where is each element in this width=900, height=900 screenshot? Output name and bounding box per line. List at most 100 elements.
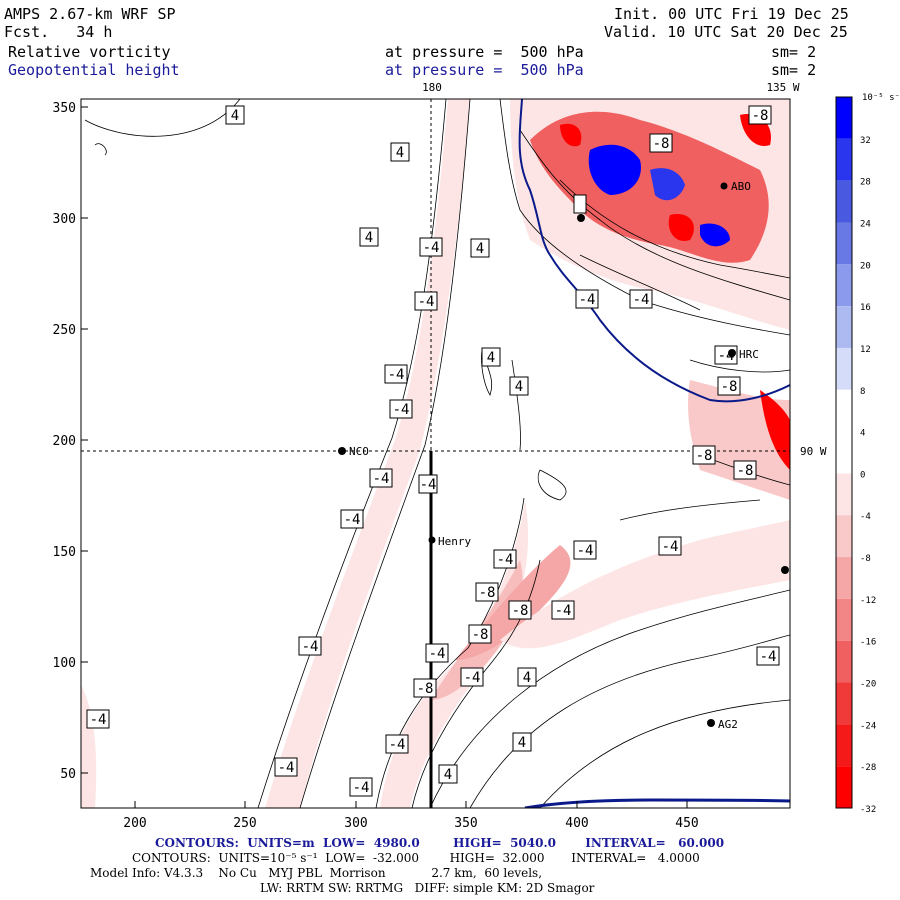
colorbar: 32 28 24 20 16 12 8 4 0 -4 -8 -12 -16 -20 -24 -28 -32 xyxy=(835,96,876,815)
colorbar-label: 0 xyxy=(860,470,865,480)
footer-vorticity-contours: CONTOURS: UNITS=10⁻⁵ s⁻¹ LOW= -32.000 HI… xyxy=(132,851,700,865)
svg-text:4: 4 xyxy=(476,241,484,257)
svg-text:-4: -4 xyxy=(579,292,596,308)
colorbar-label: -8 xyxy=(860,554,871,564)
svg-text:-8: -8 xyxy=(653,136,670,152)
contour-label: -8 xyxy=(692,445,716,465)
contour-label: -4 xyxy=(419,237,443,257)
colorbar-label: 12 xyxy=(860,345,871,355)
svg-text:-4: -4 xyxy=(555,603,572,619)
contour-label: 4 xyxy=(517,667,537,687)
svg-text:-4: -4 xyxy=(662,539,679,555)
svg-text:-4: -4 xyxy=(393,402,410,418)
contour-label: -8 xyxy=(468,624,492,644)
colorbar-label: 32 xyxy=(860,136,871,146)
x-axis-labels: 200 250 300 350 400 450 xyxy=(123,816,698,831)
contour-label: -4 xyxy=(658,536,682,556)
contour-label: -8 xyxy=(748,105,772,125)
colorbar-label: -28 xyxy=(860,763,876,773)
contour-label: 4 xyxy=(470,238,490,258)
svg-text:-4: -4 xyxy=(302,639,319,655)
colorbar-segment xyxy=(836,473,852,516)
contour-label: -4 xyxy=(340,509,364,529)
colorbar-segment xyxy=(836,598,852,641)
svg-text:Henry: Henry xyxy=(438,535,471,548)
svg-text:-8: -8 xyxy=(472,627,489,643)
colorbar-segment xyxy=(836,347,852,390)
contour-label: -4 xyxy=(349,777,373,797)
contour-label: 4 xyxy=(390,142,410,162)
colorbar-label: -32 xyxy=(860,805,876,815)
colorbar-label: 4 xyxy=(860,429,865,439)
contour-labels: 4 4 4 -4 4 -4 -4 -4 -4 -4 -4 -4 -4 -4 -8… xyxy=(86,105,780,797)
contour-label: -4 xyxy=(414,291,438,311)
x-tick-label: 400 xyxy=(565,816,588,831)
intense-vorticity-cluster xyxy=(530,111,790,470)
x-tick-label: 250 xyxy=(233,816,256,831)
station-henry: Henry xyxy=(428,535,471,548)
colorbar-segment xyxy=(836,180,852,223)
y-tick-label: 200 xyxy=(53,434,76,449)
svg-text:-4: -4 xyxy=(633,292,650,308)
colorbar-segment xyxy=(836,724,852,767)
contour-label: -4 xyxy=(418,474,438,494)
contour-label: 4 xyxy=(438,764,458,784)
contour-label: -8 xyxy=(413,678,437,698)
x-tick-label: 200 xyxy=(123,816,146,831)
contour-label: -8 xyxy=(717,376,741,396)
svg-text:-4: -4 xyxy=(373,471,390,487)
x-tick-label: 300 xyxy=(344,816,367,831)
footer-physics: LW: RRTM SW: RRTMG DIFF: simple KM: 2D S… xyxy=(260,881,595,895)
station-ag2: AG2 xyxy=(707,718,738,731)
svg-text:4: 4 xyxy=(518,735,526,751)
colorbar-unit: 10⁻⁵ s⁻¹ xyxy=(862,93,900,103)
colorbar-label: 8 xyxy=(860,387,865,397)
contour-label: -4 xyxy=(425,643,449,663)
svg-text:HRC: HRC xyxy=(739,348,759,361)
x-tick-label: 450 xyxy=(675,816,698,831)
colorbar-segment xyxy=(836,222,852,265)
station-marker xyxy=(781,566,789,574)
forecast-hour: Fcst. 34 h xyxy=(4,23,113,41)
svg-text:-8: -8 xyxy=(479,585,496,601)
contour-label: 4 xyxy=(481,347,501,367)
contour-label: -8 xyxy=(733,460,757,480)
contour-label: -4 xyxy=(460,667,484,687)
svg-text:-8: -8 xyxy=(752,108,769,124)
contour-label xyxy=(573,194,587,214)
y-tick-label: 300 xyxy=(53,212,76,227)
contour-label: -4 xyxy=(551,600,575,620)
field-vorticity: Relative vorticity xyxy=(8,43,171,61)
smoothing-2: sm= 2 xyxy=(771,61,817,79)
contour-label: -4 xyxy=(385,734,409,754)
axis-ticks xyxy=(81,106,688,808)
svg-text:4: 4 xyxy=(487,350,495,366)
colorbar-segment xyxy=(836,557,852,599)
svg-text:-4: -4 xyxy=(423,240,440,256)
colorbar-label: 28 xyxy=(860,178,871,188)
svg-text:-4: -4 xyxy=(760,649,777,665)
svg-text:-8: -8 xyxy=(696,448,713,464)
colorbar-label: 16 xyxy=(860,303,871,313)
colorbar-label: 20 xyxy=(860,261,871,271)
colorbar-segment xyxy=(836,264,852,307)
svg-text:4: 4 xyxy=(523,670,531,686)
svg-text:-4: -4 xyxy=(429,646,446,662)
colorbar-label: -12 xyxy=(860,596,876,606)
contour-label: 4 xyxy=(509,376,529,396)
station-nco: NCO xyxy=(338,445,369,458)
svg-text:-4: -4 xyxy=(464,670,481,686)
contour-label: -4 xyxy=(629,289,653,309)
contour-label: -8 xyxy=(508,600,532,620)
svg-text:4: 4 xyxy=(396,145,404,161)
y-axis-labels: 350 300 250 200 150 100 50 xyxy=(53,101,76,782)
svg-text:-4: -4 xyxy=(344,512,361,528)
contour-label: 4 xyxy=(359,227,379,247)
x-tick-label: 350 xyxy=(454,816,477,831)
svg-text:-8: -8 xyxy=(737,463,754,479)
contour-label: -4 xyxy=(369,468,393,488)
colorbar-label: -4 xyxy=(860,512,871,522)
colorbar-segment xyxy=(836,97,852,139)
smoothing-1: sm= 2 xyxy=(771,43,817,61)
